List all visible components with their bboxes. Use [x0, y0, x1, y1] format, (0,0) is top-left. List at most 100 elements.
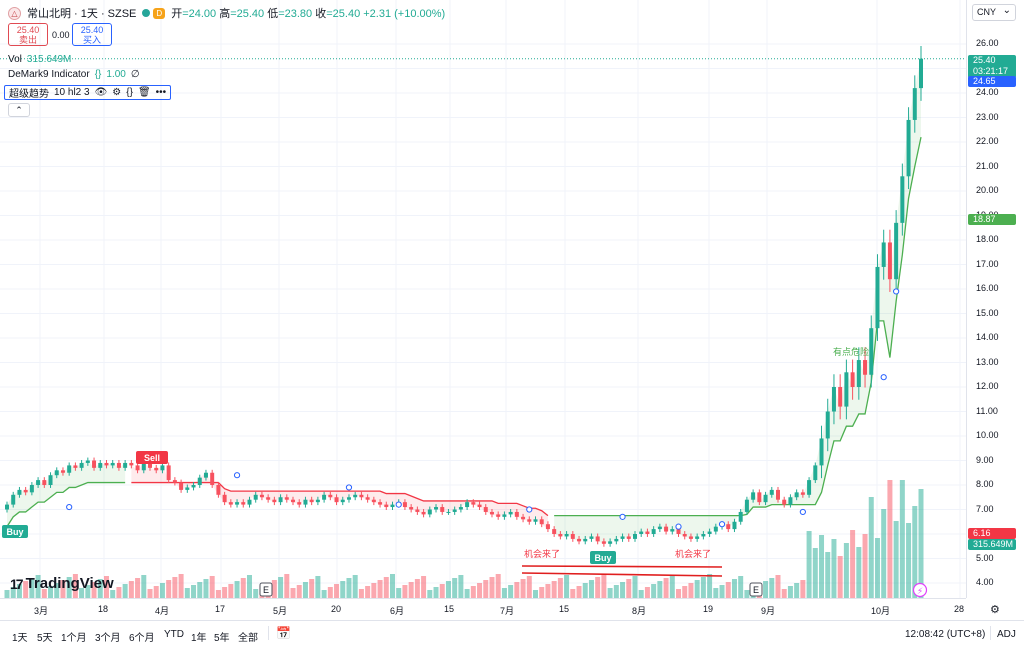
candle-body — [838, 387, 843, 407]
range-button[interactable]: 全部 — [238, 633, 258, 644]
candle-body — [365, 497, 370, 500]
adj-toggle[interactable]: ADJ — [997, 629, 1016, 640]
chart-settings-gear-icon[interactable]: ⚙ — [990, 604, 1000, 616]
candle-body — [172, 480, 177, 483]
clock-display[interactable]: 12:08:42 (UTC+8) — [905, 629, 986, 640]
candle-body — [769, 489, 774, 495]
volume-bar — [794, 583, 800, 598]
supertrend-params: 10 hl2 3 — [54, 87, 90, 98]
supertrend-legend[interactable]: 超级趋势 10 hl2 3 👁 ⚙ {} 🗑 ••• — [4, 85, 172, 100]
volume-bar — [141, 575, 147, 598]
collapse-legend-button[interactable]: ⌃ — [8, 103, 30, 117]
candle-body — [92, 460, 97, 468]
pivot-marker — [66, 503, 73, 511]
low-price-label: 6.16 — [968, 528, 1016, 539]
event-marker: E — [753, 585, 759, 595]
chance-annotation: 机会来了 — [675, 548, 711, 559]
candle-body — [856, 360, 861, 387]
volume-bar — [365, 586, 371, 598]
volume-bar — [159, 583, 165, 598]
buy-button[interactable]: 25.40 买入 — [72, 23, 112, 46]
volume-bar — [533, 590, 539, 598]
range-button[interactable]: 6个月 — [129, 633, 155, 644]
price-axis[interactable] — [966, 0, 1024, 598]
range-button[interactable]: 1天 — [12, 633, 28, 644]
volume-bar — [644, 587, 650, 598]
pivot-marker — [619, 513, 626, 520]
candle-body — [228, 502, 233, 505]
volume-bar — [868, 497, 874, 598]
volume-bar — [29, 578, 35, 598]
symbol-title[interactable]: 常山北明 · 1天 · SZSE — [27, 8, 137, 20]
time-tick-label: 15 — [444, 604, 455, 614]
range-button[interactable]: 1年 — [191, 633, 207, 644]
candle-body — [303, 499, 308, 505]
volume-bar — [893, 521, 899, 598]
candle-body — [620, 536, 625, 539]
supertrend-fill-up — [7, 460, 126, 527]
sell-signal-label-bg — [136, 451, 168, 464]
candle-body — [912, 88, 917, 120]
currency-select[interactable]: CNY — [972, 3, 1016, 21]
volume-legend[interactable]: Vol 315.649M — [8, 54, 71, 65]
candle-body — [67, 465, 72, 473]
candle-body — [85, 460, 90, 463]
volume-bar — [539, 587, 545, 598]
time-axis[interactable] — [0, 598, 966, 620]
price-tick-label: 15.00 — [976, 307, 999, 318]
candle-body — [440, 507, 445, 512]
supertrend-line-up — [6, 136, 922, 527]
price-tick-label: 18.00 — [976, 234, 999, 244]
range-button[interactable]: 1个月 — [61, 633, 87, 644]
range-button[interactable]: 5天 — [37, 633, 53, 644]
volume-bar — [850, 530, 856, 598]
volume-bar — [234, 581, 240, 598]
source-code-icon[interactable]: {} — [126, 87, 133, 98]
volume-bar — [918, 489, 924, 598]
volume-bar — [837, 556, 843, 598]
settings-gear-icon[interactable]: ⚙ — [112, 87, 122, 98]
more-options-icon[interactable]: ••• — [155, 87, 167, 98]
candle-body — [148, 462, 153, 468]
candle-body — [688, 536, 693, 539]
volume-bar — [812, 548, 818, 598]
calendar-range-icon[interactable]: 📅 — [276, 626, 291, 640]
candle-body — [73, 465, 78, 468]
change-value: +2.31 (+10.00%) — [363, 8, 446, 20]
volume-bar — [719, 585, 725, 598]
volume-bar — [197, 582, 203, 598]
volume-bar — [321, 590, 327, 598]
candle-body — [881, 242, 886, 267]
volume-bar — [358, 589, 364, 598]
volume-bar — [414, 579, 420, 598]
volume-bar — [389, 574, 395, 598]
candle-body — [340, 499, 345, 503]
eye-icon[interactable]: 👁 — [94, 87, 108, 98]
time-tick-label: 4月 — [155, 606, 170, 616]
range-button[interactable]: 5年 — [214, 633, 230, 644]
volume-bar — [477, 583, 483, 598]
candle-body — [751, 492, 756, 500]
sell-button[interactable]: 25.40 卖出 — [8, 23, 48, 46]
volume-bar — [831, 539, 837, 598]
volume-bar — [54, 583, 60, 598]
range-button[interactable]: YTD — [164, 629, 184, 640]
volume-bar — [240, 578, 246, 598]
time-tick-label: 3月 — [34, 606, 49, 616]
pivot-marker — [675, 523, 682, 530]
demark-legend[interactable]: DeMark9 Indicator {} 1.00 ∅ — [8, 69, 140, 80]
trash-icon[interactable]: 🗑 — [137, 87, 151, 98]
range-button[interactable]: 3个月 — [95, 633, 121, 644]
volume-bar — [669, 575, 675, 598]
candle-body — [141, 462, 146, 471]
volume-bar — [825, 552, 831, 598]
tradingview-logo[interactable]: 17 TradingView — [10, 575, 114, 592]
volume-bar — [72, 574, 78, 598]
candle-body — [583, 538, 588, 542]
chart-area[interactable]: Sell Buy Buy 有点危险 机会来了 机会来了 E E ⚡ — [0, 0, 966, 598]
candle-body — [670, 529, 675, 532]
supertrend-label: 超级趋势 — [9, 89, 49, 100]
candle-body — [116, 462, 121, 468]
time-tick-label: 5月 — [273, 606, 288, 616]
